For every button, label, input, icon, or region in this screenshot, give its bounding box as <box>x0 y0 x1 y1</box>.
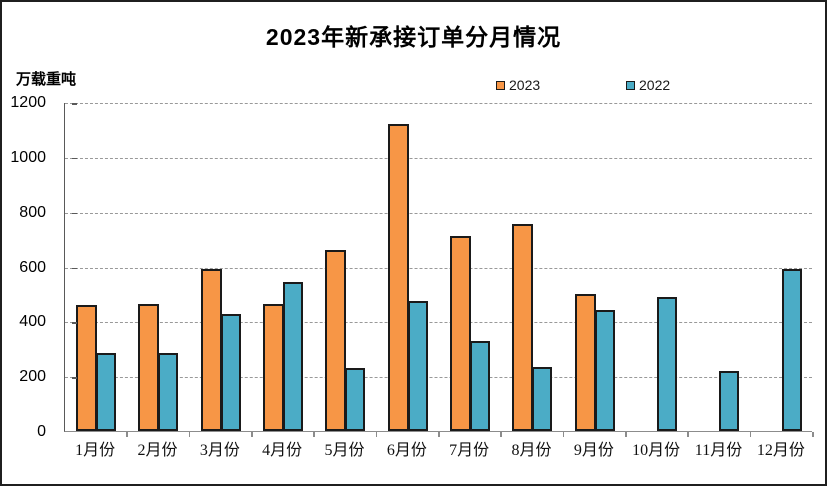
legend-label-2022: 2022 <box>639 77 671 93</box>
x-label-6月份: 6月份 <box>386 442 427 459</box>
legend: 2023 2022 <box>2 77 825 95</box>
bar-group-7月份 <box>439 103 501 431</box>
y-tick-label-1200: 1200 <box>10 94 46 111</box>
x-tick-2 <box>188 432 191 437</box>
gridline-400 <box>65 322 812 324</box>
y-tick-mark-400 <box>71 322 77 324</box>
x-tick-6 <box>438 432 440 437</box>
bar-2022-5月份 <box>345 367 366 431</box>
x-tick-12 <box>812 432 814 437</box>
legend-swatch-2022 <box>626 80 635 90</box>
bar-2023-8月份 <box>512 224 534 431</box>
bar-2022-6月份 <box>407 300 428 431</box>
legend-item-2022: 2022 <box>626 77 670 93</box>
bar-group-11月份 <box>688 103 750 431</box>
bar-group-9月份 <box>564 103 626 431</box>
y-tick-mark-200 <box>71 377 77 379</box>
x-tick-5 <box>375 432 378 437</box>
chart-title: 2023年新承接订单分月情况 <box>265 24 562 50</box>
x-label-5月份: 5月份 <box>324 442 365 459</box>
bar-2023-4月份 <box>263 303 284 431</box>
bar-group-6月份 <box>377 103 439 431</box>
bar-2023-2月份 <box>138 303 160 431</box>
x-label-4月份: 4月份 <box>262 442 303 459</box>
bar-group-12月份 <box>751 103 813 431</box>
x-label-10月份: 10月份 <box>632 442 681 459</box>
y-tick-label-0: 0 <box>37 423 46 440</box>
gridline-1200 <box>65 103 812 104</box>
gridline-1000 <box>65 157 812 159</box>
x-label-11月份: 11月份 <box>694 442 743 459</box>
x-tick-8 <box>562 432 565 437</box>
x-tick-11 <box>749 432 752 437</box>
bar-2023-6月份 <box>387 123 409 431</box>
bar-2023-3月份 <box>200 269 222 431</box>
x-label-7月份: 7月份 <box>449 442 490 459</box>
bar-2022-10月份 <box>657 296 677 431</box>
bar-group-4月份 <box>252 103 314 431</box>
y-tick-label-1000: 1000 <box>10 148 46 166</box>
y-tick-label-400: 400 <box>19 313 46 331</box>
y-tick-mark-800 <box>71 212 77 215</box>
bar-2023-9月份 <box>574 293 596 431</box>
x-label-1月份: 1月份 <box>75 442 116 459</box>
x-label-3月份: 3月份 <box>199 442 240 459</box>
x-label-9月份: 9月份 <box>573 442 614 459</box>
bar-2022-11月份 <box>719 370 740 431</box>
x-label-12月份: 12月份 <box>756 442 805 459</box>
bar-2022-9月份 <box>594 310 615 431</box>
y-tick-label-200: 200 <box>19 368 46 386</box>
y-tick-label-800: 800 <box>19 203 46 221</box>
y-tick-mark-1000 <box>71 157 77 160</box>
legend-swatch-2023 <box>496 80 505 90</box>
gridline-200 <box>65 377 812 379</box>
bar-group-10月份 <box>626 103 688 431</box>
bar-group-8月份 <box>501 103 563 431</box>
bar-2023-7月份 <box>450 236 471 431</box>
bar-2022-12月份 <box>781 269 802 431</box>
y-axis-unit-label: 万载重吨 <box>16 71 77 88</box>
x-tick-4 <box>313 432 315 437</box>
bar-2022-4月份 <box>283 281 303 431</box>
x-tick-9 <box>625 432 627 437</box>
gridline-800 <box>65 212 812 214</box>
y-tick-mark-1200 <box>71 103 77 105</box>
x-tick-1 <box>126 432 128 437</box>
bar-2022-7月份 <box>470 340 490 431</box>
bar-2022-3月份 <box>220 314 241 431</box>
x-tick-3 <box>251 432 253 437</box>
y-tick-mark-600 <box>71 267 77 269</box>
legend-item-2023: 2023 <box>496 77 540 93</box>
bar-group-3月份 <box>190 103 252 431</box>
bar-2023-1月份 <box>76 304 97 431</box>
bar-group-2月份 <box>127 103 189 431</box>
bar-2022-1月份 <box>96 352 116 431</box>
x-tick-10 <box>687 432 689 437</box>
bar-2023-5月份 <box>325 250 347 431</box>
bar-group-1月份 <box>65 103 127 431</box>
x-tick-7 <box>500 432 502 437</box>
y-tick-label-600: 600 <box>19 258 46 276</box>
gridline-600 <box>65 267 812 269</box>
plot-area <box>64 103 812 432</box>
x-label-8月份: 8月份 <box>511 442 552 459</box>
bar-group-5月份 <box>314 103 376 431</box>
legend-label-2023: 2023 <box>509 77 541 93</box>
bar-2022-8月份 <box>532 366 553 431</box>
x-label-2月份: 2月份 <box>137 442 178 459</box>
bar-2022-2月份 <box>158 352 179 431</box>
